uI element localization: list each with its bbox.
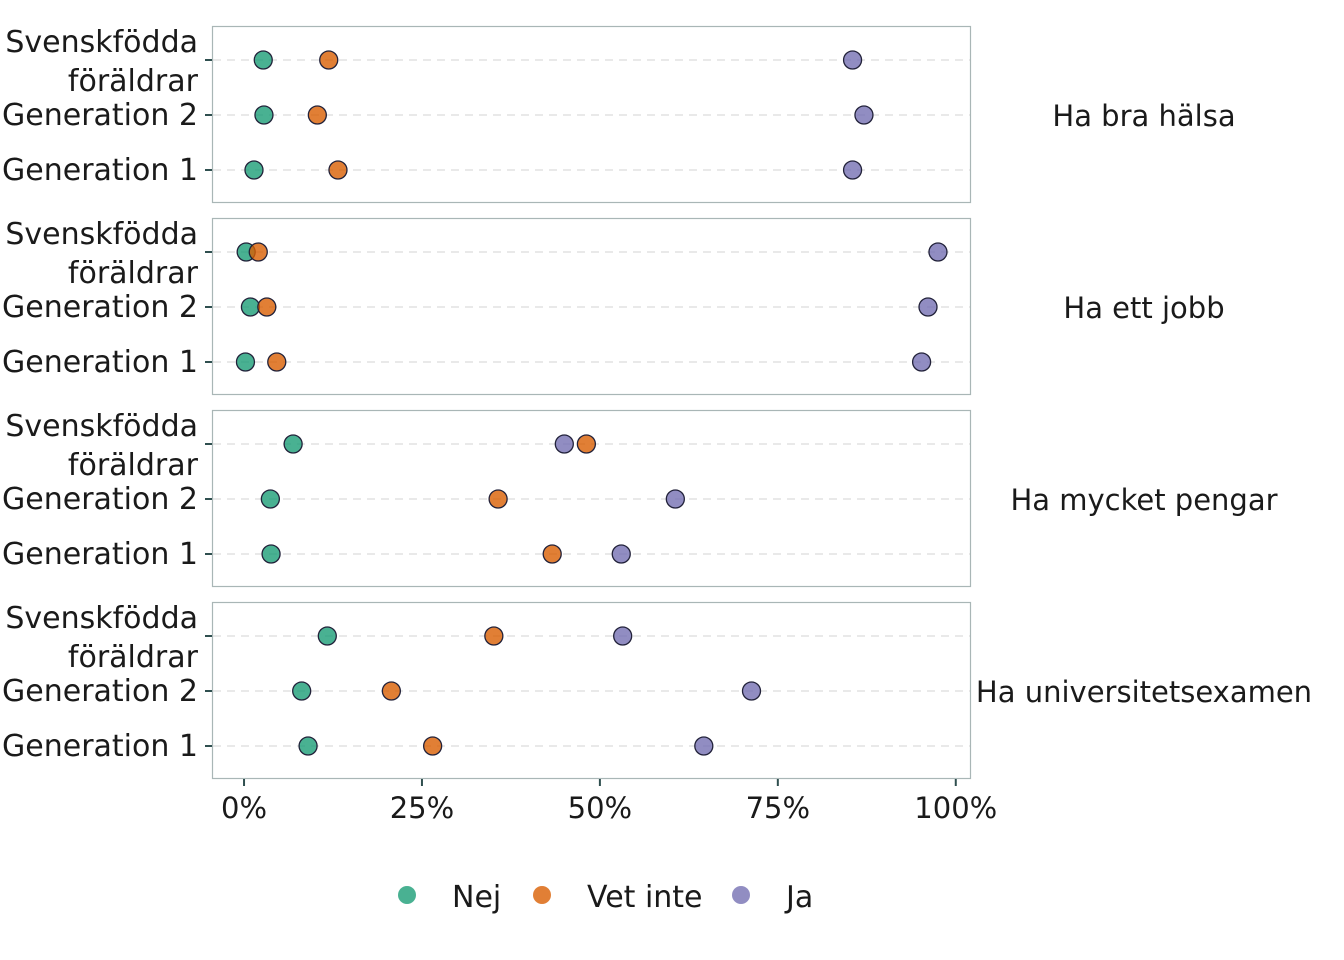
- point-ha-universitetsexamen-nej-generation-1: [298, 736, 318, 756]
- point-ha-bra-h-lsa-nej-svenskf-dda-f-r-ldrar: [253, 50, 273, 70]
- panel-label-ha-ett-jobb: Ha ett jobb: [1063, 291, 1224, 325]
- point-ha-ett-jobb-nej-generation-1: [235, 352, 256, 372]
- point-ha-mycket-pengar-vet-inte-generation-2: [488, 489, 508, 509]
- point-ha-bra-h-lsa-vet-inte-generation-1: [328, 160, 348, 180]
- y-tick-label-generation-2: Generation 2: [2, 482, 198, 517]
- point-ha-ett-jobb-ja-generation-2: [918, 297, 938, 317]
- point-ha-mycket-pengar-ja-generation-1: [611, 544, 631, 564]
- point-ha-universitetsexamen-ja-generation-1: [694, 736, 714, 756]
- point-ha-universitetsexamen-nej-svenskf-dda-f-r-ldrar: [317, 626, 337, 646]
- legend-label-nej: Nej: [452, 880, 501, 915]
- y-tick-label-svenskf-dda-f-r-ldrar: Svenskfödda föräldrar: [5, 601, 198, 675]
- legend-key-nej: [398, 886, 416, 904]
- point-ha-mycket-pengar-vet-inte-svenskf-dda-f-r-ldrar: [576, 434, 597, 454]
- y-tick-label-svenskf-dda-f-r-ldrar: Svenskfödda föräldrar: [5, 25, 198, 99]
- point-ha-mycket-pengar-vet-inte-generation-1: [542, 544, 562, 564]
- point-ha-ett-jobb-vet-inte-generation-1: [267, 352, 287, 372]
- point-ha-bra-h-lsa-ja-generation-1: [842, 160, 863, 180]
- point-ha-ett-jobb-nej-generation-2: [240, 297, 261, 317]
- point-ha-bra-h-lsa-vet-inte-generation-2: [307, 105, 327, 125]
- legend-label-vet-inte: Vet inte: [587, 880, 703, 915]
- point-ha-universitetsexamen-ja-svenskf-dda-f-r-ldrar: [613, 626, 633, 646]
- point-ha-universitetsexamen-ja-generation-2: [741, 681, 762, 701]
- point-ha-universitetsexamen-vet-inte-generation-2: [381, 681, 402, 701]
- x-tick-label: 75%: [746, 791, 810, 825]
- x-tick-label: 25%: [390, 791, 454, 825]
- point-ha-universitetsexamen-nej-generation-2: [292, 681, 312, 701]
- point-ha-universitetsexamen-vet-inte-svenskf-dda-f-r-ldrar: [484, 626, 504, 646]
- y-tick-label-generation-1: Generation 1: [2, 345, 198, 380]
- y-tick-label-svenskf-dda-f-r-ldrar: Svenskfödda föräldrar: [5, 217, 198, 291]
- point-ha-bra-h-lsa-ja-svenskf-dda-f-r-ldrar: [842, 50, 863, 70]
- point-ha-bra-h-lsa-nej-generation-1: [244, 160, 264, 180]
- panel-label-ha-bra-h-lsa: Ha bra hälsa: [1052, 99, 1235, 133]
- legend-label-ja: Ja: [784, 880, 813, 915]
- point-ha-bra-h-lsa-ja-generation-2: [854, 105, 874, 125]
- point-ha-mycket-pengar-nej-generation-1: [261, 544, 281, 564]
- y-tick-label-generation-2: Generation 2: [2, 290, 198, 325]
- point-ha-mycket-pengar-nej-svenskf-dda-f-r-ldrar: [283, 434, 303, 454]
- point-ha-bra-h-lsa-vet-inte-svenskf-dda-f-r-ldrar: [319, 50, 339, 70]
- y-tick-label-generation-1: Generation 1: [2, 537, 198, 572]
- point-ha-mycket-pengar-ja-generation-2: [665, 489, 685, 509]
- point-ha-ett-jobb-vet-inte-svenskf-dda-f-r-ldrar: [248, 242, 268, 262]
- x-tick-label: 50%: [568, 791, 632, 825]
- point-ha-mycket-pengar-ja-svenskf-dda-f-r-ldrar: [554, 434, 574, 454]
- point-ha-ett-jobb-ja-generation-1: [911, 352, 932, 372]
- legend-key-ja: [732, 886, 750, 904]
- point-ha-bra-h-lsa-nej-generation-2: [254, 105, 274, 125]
- x-tick-label: 100%: [914, 791, 997, 825]
- point-ha-ett-jobb-ja-svenskf-dda-f-r-ldrar: [928, 242, 948, 262]
- y-tick-label-generation-2: Generation 2: [2, 98, 198, 133]
- y-tick-label-generation-2: Generation 2: [2, 674, 198, 709]
- y-tick-label-generation-1: Generation 1: [2, 153, 198, 188]
- panel-label-ha-universitetsexamen: Ha universitetsexamen: [976, 675, 1312, 709]
- y-tick-label-svenskf-dda-f-r-ldrar: Svenskfödda föräldrar: [5, 409, 198, 483]
- legend-key-vet-inte: [533, 886, 551, 904]
- panel-label-ha-mycket-pengar: Ha mycket pengar: [1010, 483, 1277, 517]
- point-ha-mycket-pengar-nej-generation-2: [260, 489, 281, 509]
- point-ha-ett-jobb-vet-inte-generation-2: [257, 297, 277, 317]
- point-ha-universitetsexamen-vet-inte-generation-1: [422, 736, 443, 756]
- y-tick-label-generation-1: Generation 1: [2, 729, 198, 764]
- x-tick-label: 0%: [221, 791, 267, 825]
